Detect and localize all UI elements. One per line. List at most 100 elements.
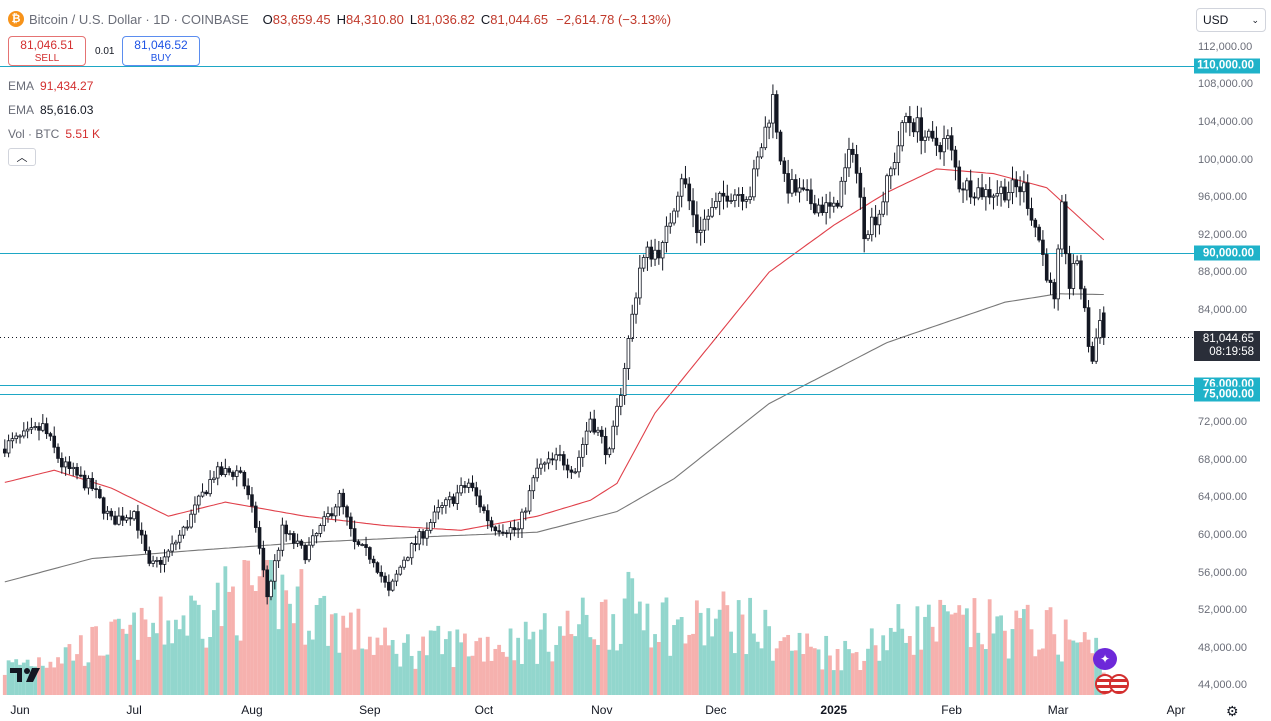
volume-bar [1021, 609, 1026, 695]
volume-bar [713, 618, 718, 695]
currency-value: USD [1203, 13, 1229, 27]
volume-bar [1002, 630, 1007, 695]
volume-bar [907, 636, 912, 695]
volume-bar [569, 634, 574, 695]
volume-bar [550, 661, 555, 695]
candle-body [611, 425, 616, 450]
volume-bar [352, 649, 357, 695]
volume-bar [945, 611, 950, 695]
volume-bar [862, 660, 867, 695]
volume-bar [653, 634, 657, 695]
volume-bar [261, 560, 266, 695]
candle-body [1075, 260, 1079, 264]
volume-bar [801, 654, 806, 695]
candle-body [352, 528, 357, 543]
time-tick-label: Sep [359, 703, 381, 717]
tradingview-logo[interactable] [10, 664, 44, 684]
volume-legend[interactable]: Vol · BTC 5.51 K [8, 127, 100, 141]
symbol-title[interactable]: Bitcoin / U.S. Dollar · 1D · COINBASE [29, 11, 249, 27]
candle-body [957, 166, 962, 190]
volume-bar [432, 630, 437, 695]
candle-body [394, 573, 399, 582]
volume-bar [56, 657, 60, 695]
candle-body [672, 210, 676, 224]
candle-body [809, 189, 813, 205]
volume-bar [885, 650, 889, 695]
volume-bar [504, 656, 509, 695]
volume-bar [269, 560, 273, 695]
level-price-tag[interactable]: 90,000.00 [1194, 245, 1260, 261]
candle-body [980, 187, 984, 198]
volume-bar [424, 655, 429, 695]
candle-body [177, 534, 182, 543]
economic-events-icon[interactable] [1095, 674, 1135, 694]
volume-bar [463, 633, 467, 695]
candle-body [478, 495, 482, 508]
currency-select[interactable]: USD ⌄ [1196, 8, 1266, 32]
volume-bar [86, 662, 91, 695]
time-tick-label: Apr [1166, 703, 1186, 717]
volume-bar [135, 659, 140, 695]
time-tick-label: Oct [474, 703, 494, 717]
volume-bar [231, 586, 235, 695]
open-value: 83,659.45 [272, 11, 331, 27]
volume-bar [10, 662, 15, 695]
candle-body [474, 487, 479, 497]
candle-body [497, 530, 501, 533]
volume-bar [421, 636, 425, 695]
candle-body [786, 173, 790, 194]
price-tick-label: 88,000.00 [1198, 266, 1247, 279]
candle-body [942, 138, 946, 153]
buy-button[interactable]: 81,046.52 BUY [122, 36, 200, 66]
candle-body [638, 267, 642, 299]
candle-body [839, 180, 844, 207]
candle-body [603, 436, 608, 456]
volume-bar [253, 590, 258, 695]
candle-body [831, 202, 836, 207]
candle-body [387, 581, 391, 591]
volume-bar [915, 606, 920, 695]
candle-body [911, 122, 916, 133]
volume-bar [1052, 634, 1057, 695]
collapse-legend-button[interactable]: ︿ [8, 148, 36, 166]
change-value: −2,614.78 (−3.13%) [556, 11, 672, 27]
volume-bar [926, 604, 931, 695]
candle-body [1090, 346, 1095, 362]
spread-value: 0.01 [95, 46, 115, 57]
candle-body [1063, 201, 1068, 255]
sell-price: 81,046.51 [20, 38, 74, 52]
candle-body [485, 510, 490, 522]
candle-body [265, 569, 269, 598]
candle-body [1067, 253, 1072, 289]
volume-bar [820, 669, 825, 695]
volume-bar [896, 604, 901, 695]
candle-body [763, 126, 768, 149]
volume-bar [390, 639, 395, 695]
candle-body [371, 558, 376, 564]
volume-bar [828, 655, 832, 695]
candle-body [698, 229, 703, 234]
candle-body [1094, 337, 1098, 362]
volume-bar [215, 582, 220, 695]
volume-bar [82, 665, 87, 695]
level-price-tag[interactable]: 75,000.00 [1194, 386, 1260, 402]
volume-bar [101, 655, 106, 695]
level-price-tag[interactable]: 110,000.00 [1194, 58, 1260, 74]
settings-icon[interactable]: ⚙ [1226, 703, 1239, 719]
candle-body [896, 145, 901, 163]
sell-button[interactable]: 81,046.51 SELL [8, 36, 86, 66]
volume-bar [694, 600, 699, 695]
volume-bar [326, 645, 330, 695]
price-tick-label: 64,000.00 [1198, 491, 1247, 504]
candle-body [976, 187, 981, 199]
candle-body [299, 540, 304, 546]
volume-bar [493, 648, 498, 695]
candle-body [797, 187, 802, 193]
ai-assistant-icon[interactable]: ✦ [1093, 648, 1117, 670]
candle-body [630, 313, 635, 339]
volume-bar [881, 635, 886, 695]
ema-fast-legend[interactable]: EMA 91,434.27 [8, 79, 93, 93]
ema-slow-legend[interactable]: EMA 85,616.03 [8, 103, 93, 117]
volume-bar [67, 644, 72, 695]
